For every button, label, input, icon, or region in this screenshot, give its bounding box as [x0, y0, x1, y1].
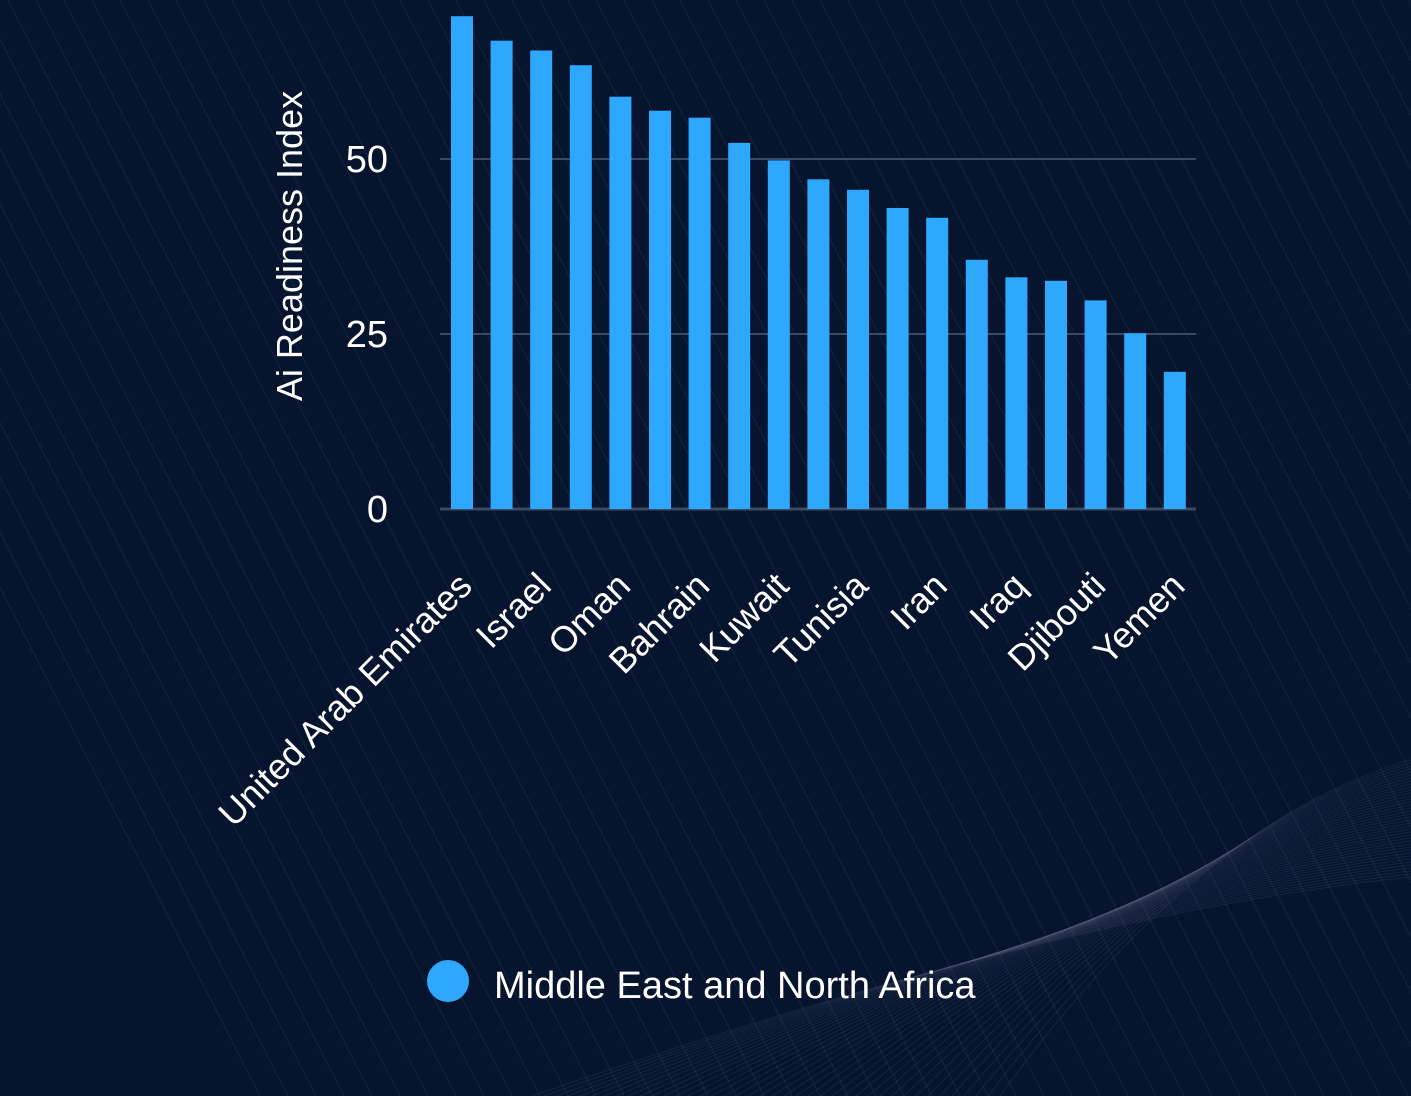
bar[interactable] [649, 110, 671, 509]
bar[interactable] [926, 217, 949, 510]
legend[interactable]: Middle East and North Africa [427, 960, 976, 1007]
y-tick-label: 0 [367, 489, 388, 531]
bar[interactable] [886, 208, 909, 509]
bar[interactable] [767, 160, 790, 509]
bar[interactable] [609, 96, 632, 509]
bars [451, 16, 1186, 510]
bar[interactable] [688, 117, 711, 509]
bar[interactable] [490, 40, 513, 509]
y-axis-label: Ai Readiness Index [269, 91, 310, 401]
bar[interactable] [965, 259, 988, 509]
bar[interactable] [530, 50, 553, 510]
bar[interactable] [1005, 277, 1028, 509]
bar[interactable] [1045, 280, 1067, 509]
bar[interactable] [451, 16, 473, 509]
y-tick-label: 25 [346, 314, 388, 356]
legend-swatch [427, 960, 469, 1002]
bar[interactable] [569, 65, 592, 509]
x-tick-label: Israel [468, 565, 559, 656]
bar[interactable] [1163, 371, 1186, 509]
bar[interactable] [1084, 300, 1107, 509]
bar[interactable] [847, 189, 869, 510]
bar[interactable] [807, 179, 830, 510]
x-tick-label: Yemen [1085, 565, 1192, 672]
legend-label: Middle East and North Africa [494, 965, 976, 1007]
y-tick-labels: 0 25 50 [346, 139, 388, 531]
y-tick-label: 50 [346, 139, 388, 181]
bar[interactable] [728, 142, 751, 509]
bar[interactable] [1124, 333, 1147, 509]
